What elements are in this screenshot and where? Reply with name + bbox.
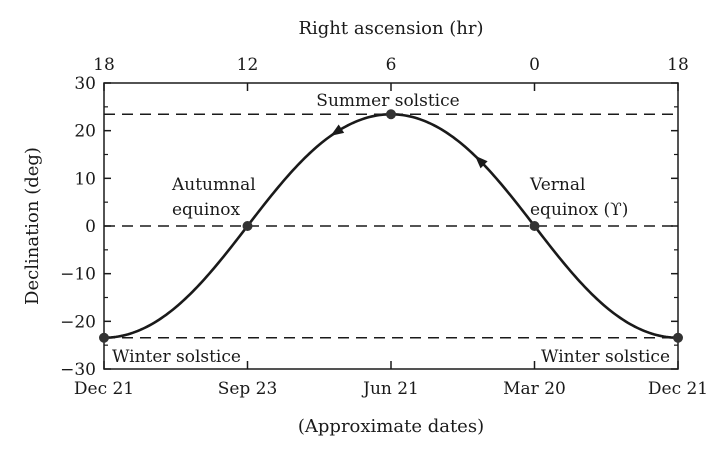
bottom-axis-title: (Approximate dates)	[298, 416, 484, 437]
summer-solstice-label: Summer solstice	[316, 91, 459, 111]
y-tick-label: −30	[60, 360, 96, 380]
key-point-3	[529, 221, 540, 231]
top-tick-label: 12	[237, 55, 259, 75]
bottom-tick-label: Dec 21	[648, 379, 708, 399]
top-tick-label: 0	[529, 55, 540, 75]
key-point-1	[242, 221, 253, 231]
key-point-4	[673, 332, 683, 343]
y-tick-label: 10	[74, 169, 96, 189]
bottom-tick-label: Mar 20	[503, 379, 566, 399]
top-axis-title: Right ascension (hr)	[298, 18, 483, 39]
y-axis-ticks: 30 20 10 0 −10 −20 −30	[60, 74, 678, 380]
top-tick-label: 6	[386, 55, 397, 75]
y-tick-label: −10	[60, 265, 96, 285]
vernal-equinox-label-line1: Vernal	[529, 175, 585, 195]
bottom-tick-label: Dec 21	[74, 379, 134, 399]
bottom-tick-label: Jun 21	[361, 379, 419, 399]
bottom-axis-ticks: Dec 21 Sep 23 Jun 21 Mar 20 Dec 21	[74, 361, 708, 399]
winter-solstice-label-left: Winter solstice	[112, 347, 241, 367]
top-tick-label: 18	[93, 55, 115, 75]
top-tick-label: 18	[667, 55, 689, 75]
direction-arrow-left	[330, 124, 345, 136]
key-points	[99, 109, 683, 343]
reference-lines	[104, 113, 678, 339]
key-point-0	[99, 332, 109, 343]
y-tick-label: −20	[60, 312, 96, 332]
direction-arrow-right	[474, 155, 488, 169]
y-axis-title: Declination (deg)	[22, 147, 43, 305]
autumnal-equinox-label-line2: equinox	[172, 200, 241, 220]
winter-solstice-label-right: Winter solstice	[541, 347, 670, 367]
y-tick-label: 20	[74, 122, 96, 142]
autumnal-equinox-label-line1: Autumnal	[171, 175, 256, 195]
vernal-equinox-label-line2: equinox (ϒ)	[530, 200, 628, 220]
y-tick-label: 30	[74, 74, 96, 94]
top-axis-ticks: 18 12 6 0 18	[93, 55, 689, 91]
key-point-2	[386, 109, 396, 120]
bottom-tick-label: Sep 23	[218, 379, 278, 399]
y-tick-label: 0	[85, 217, 96, 237]
